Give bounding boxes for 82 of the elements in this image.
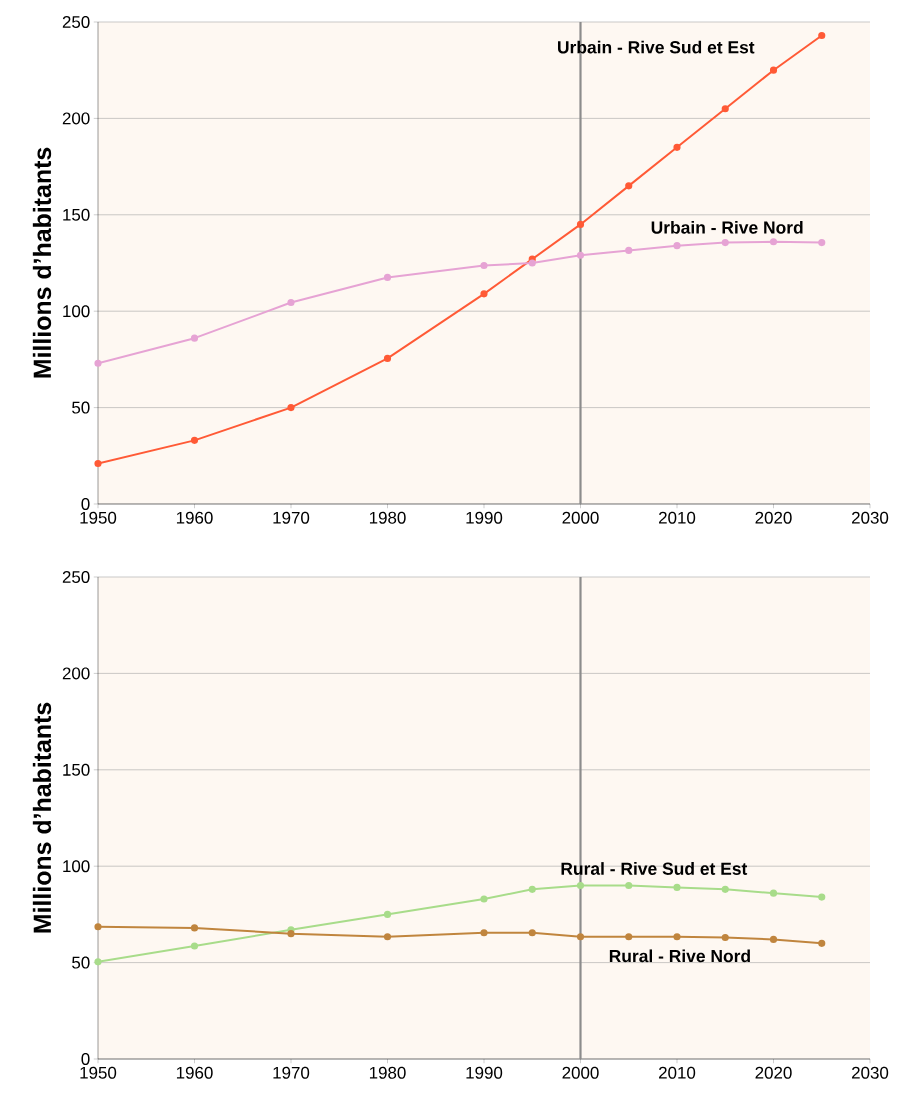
point xyxy=(576,881,585,890)
x-tick-label: 2010 xyxy=(659,1066,696,1079)
point xyxy=(94,359,102,367)
point xyxy=(769,66,778,74)
x-tick-label: 1950 xyxy=(80,1066,117,1079)
point xyxy=(383,910,392,918)
x-tick-label: 2010 xyxy=(659,511,696,524)
x-tick-label: 1980 xyxy=(369,1066,406,1079)
x-tick-label: 2030 xyxy=(852,511,889,524)
y-tick-label: 100 xyxy=(63,860,90,873)
point xyxy=(818,238,826,247)
point xyxy=(625,933,633,941)
x-tick-label: 2020 xyxy=(755,511,792,524)
point xyxy=(287,404,295,412)
y-tick-label: 150 xyxy=(63,763,90,776)
y-tick-label: 200 xyxy=(62,112,90,125)
point xyxy=(528,929,536,937)
x-tick-label: 1970 xyxy=(273,511,310,524)
point xyxy=(528,885,536,893)
x-tick-label: 1950 xyxy=(80,511,117,524)
y-axis-title: Millions d’habitants xyxy=(32,147,52,378)
point xyxy=(721,885,729,893)
point xyxy=(673,242,681,250)
x-tick-label: 2030 xyxy=(852,1066,889,1079)
point xyxy=(480,290,488,298)
y-tick-label: 0 xyxy=(81,1053,90,1065)
point xyxy=(94,459,102,468)
point xyxy=(576,251,585,259)
x-tick-label: 1960 xyxy=(176,1066,213,1079)
x-tick-label: 1990 xyxy=(466,511,503,524)
y-tick-label: 150 xyxy=(63,208,90,221)
x-tick-label: 2000 xyxy=(562,1066,599,1079)
point xyxy=(625,881,633,890)
point xyxy=(721,238,729,247)
y-tick-label: 100 xyxy=(63,305,90,318)
y-tick-label: 250 xyxy=(62,15,90,28)
point xyxy=(480,261,488,270)
point xyxy=(576,933,585,941)
point xyxy=(190,942,199,950)
point xyxy=(528,259,536,267)
point xyxy=(287,930,295,938)
x-tick-label: 1970 xyxy=(273,1066,310,1079)
point xyxy=(721,105,729,113)
point xyxy=(818,893,826,901)
point xyxy=(190,924,199,932)
x-tick-label: 1980 xyxy=(369,511,406,524)
point xyxy=(190,334,199,342)
point xyxy=(818,31,826,40)
point xyxy=(769,935,778,944)
series-label: Rural - Rive Nord xyxy=(609,949,750,963)
point xyxy=(190,436,199,444)
point xyxy=(383,933,392,941)
point xyxy=(625,182,633,190)
point xyxy=(383,354,392,363)
point xyxy=(721,933,729,942)
point xyxy=(480,895,488,903)
point xyxy=(769,889,778,897)
point xyxy=(673,933,681,941)
y-tick-label: 50 xyxy=(72,401,90,414)
point xyxy=(625,246,633,255)
point xyxy=(818,939,826,947)
series-label: Urbain - Rive Sud et Est xyxy=(558,40,755,54)
point xyxy=(576,220,585,229)
point xyxy=(287,298,295,307)
point xyxy=(383,273,392,282)
x-tick-label: 1960 xyxy=(176,511,213,524)
x-tick-label: 2000 xyxy=(562,511,599,524)
y-tick-label: 250 xyxy=(62,571,90,583)
point xyxy=(769,238,778,246)
series-label: Rural - Rive Sud et Est xyxy=(561,862,748,875)
x-tick-label: 2020 xyxy=(755,1066,792,1079)
point xyxy=(673,143,681,151)
point xyxy=(673,883,681,891)
point xyxy=(480,929,488,937)
x-tick-label: 1990 xyxy=(466,1066,503,1079)
series-label: Urbain - Rive Nord xyxy=(651,220,803,234)
y-axis-title: Millions d’habitants xyxy=(32,702,52,933)
y-tick-label: 0 xyxy=(81,497,90,510)
point xyxy=(94,958,102,966)
y-tick-label: 50 xyxy=(72,956,90,969)
y-tick-label: 200 xyxy=(62,667,90,680)
point xyxy=(94,923,102,931)
